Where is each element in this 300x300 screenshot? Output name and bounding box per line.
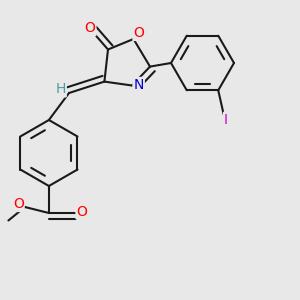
Text: I: I <box>224 113 228 127</box>
Text: O: O <box>76 205 87 218</box>
Text: O: O <box>85 21 95 35</box>
Text: O: O <box>13 197 24 211</box>
Text: H: H <box>56 82 66 96</box>
Text: N: N <box>134 78 144 92</box>
Text: O: O <box>134 26 144 40</box>
